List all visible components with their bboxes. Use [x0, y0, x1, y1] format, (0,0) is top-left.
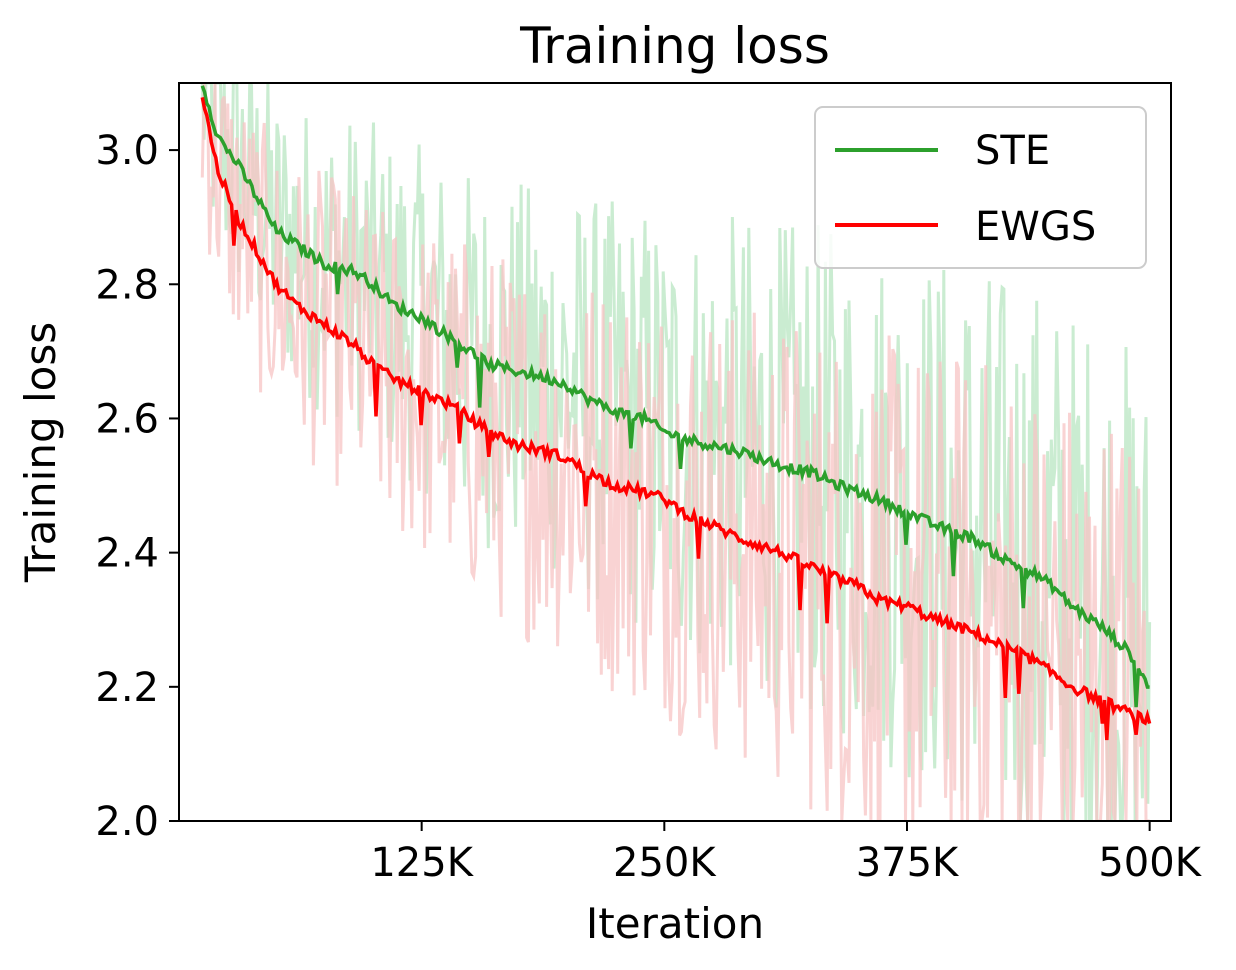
legend-label-ste: STE	[975, 128, 1050, 174]
x-axis: 125K 250K 375K 500K	[370, 821, 1203, 886]
x-tick-label: 250K	[613, 840, 717, 886]
legend-label-ewgs: EWGS	[975, 204, 1096, 250]
plot-frame	[178, 82, 1172, 822]
y-axis: 2.0 2.2 2.4 2.6 2.8 3.0	[95, 128, 179, 845]
x-tick-label: 500K	[1098, 840, 1202, 886]
legend: STE EWGS	[814, 106, 1147, 269]
series-line-ste	[200, 85, 1150, 708]
y-axis-label: Training loss	[16, 322, 65, 583]
series-line-ewgs	[200, 97, 1152, 741]
y-tick-label: 2.8	[95, 262, 159, 308]
y-tick-label: 2.6	[95, 396, 159, 442]
x-tick-label: 125K	[370, 840, 474, 886]
x-tick-label: 375K	[856, 840, 960, 886]
chart-title: Training loss	[519, 17, 830, 75]
raw-trace-ewgs	[200, 83, 1150, 821]
legend-box	[814, 106, 1147, 269]
y-tick-label: 2.2	[95, 665, 159, 711]
y-tick-label: 2.4	[95, 531, 159, 577]
raw-noise-layer	[200, 83, 1152, 821]
series-layer	[200, 85, 1152, 741]
x-axis-label: Iteration	[586, 899, 764, 948]
y-tick-label: 3.0	[95, 128, 159, 174]
y-tick-label: 2.0	[95, 799, 159, 845]
